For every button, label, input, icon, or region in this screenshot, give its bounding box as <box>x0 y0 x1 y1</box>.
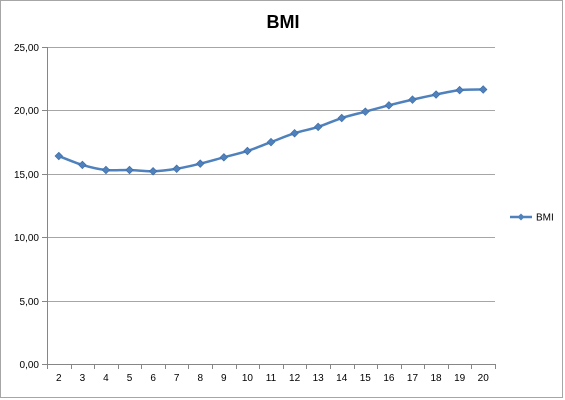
y-tick-label: 15,00 <box>14 170 39 181</box>
x-tick-label: 12 <box>289 373 301 384</box>
x-tick-label: 20 <box>478 373 490 384</box>
data-point-marker <box>148 167 158 176</box>
x-tick-label: 16 <box>383 373 395 384</box>
y-tick-label: 25,00 <box>14 43 39 54</box>
x-tick-label: 4 <box>103 373 109 384</box>
data-point-marker <box>243 146 252 156</box>
legend: BMI <box>510 213 554 224</box>
x-tick-label: 19 <box>454 373 466 384</box>
series-line-bmi <box>58 88 484 173</box>
data-point-marker <box>101 165 111 175</box>
data-point-marker <box>384 101 394 110</box>
data-point-marker <box>290 128 299 138</box>
x-tick-label: 2 <box>56 373 62 384</box>
data-point-marker <box>196 159 205 168</box>
x-tick-label: 5 <box>127 373 133 384</box>
data-point-marker <box>172 164 181 173</box>
x-tick-label: 6 <box>150 373 156 384</box>
data-point-marker <box>125 165 134 175</box>
data-point-marker <box>337 113 346 123</box>
x-tick-label: 7 <box>174 373 180 384</box>
x-tick-label: 8 <box>197 373 203 384</box>
x-tick-label: 11 <box>266 373 277 384</box>
data-point-marker <box>431 90 441 99</box>
data-point-marker <box>78 160 87 170</box>
legend-marker-swatch <box>517 213 525 221</box>
plot-area: 0,00 5,00 10,00 15,00 20,00 25,00 2 3 4 5 6 7 8 9 10 11… <box>14 43 496 384</box>
y-tick-label: 5,00 <box>20 297 40 308</box>
x-tick-label: 17 <box>407 373 419 384</box>
y-tick-label: 10,00 <box>14 233 39 244</box>
x-tick-label: 9 <box>221 373 227 384</box>
x-tick-label: 10 <box>242 373 254 384</box>
y-tick-label: 20,00 <box>14 106 39 117</box>
x-tick-label: 15 <box>360 373 372 384</box>
data-point-marker <box>455 85 464 95</box>
data-point-marker <box>313 122 323 132</box>
x-tick-label: 3 <box>80 373 86 384</box>
data-point-marker <box>408 95 417 104</box>
data-point-marker <box>54 151 64 161</box>
legend-label: BMI <box>536 213 554 224</box>
data-point-marker <box>478 85 488 94</box>
y-tick-label: 0,00 <box>20 360 40 371</box>
data-point-marker <box>266 137 276 147</box>
x-tick-label: 13 <box>313 373 325 384</box>
data-point-marker <box>361 107 370 116</box>
data-point-marker <box>219 153 229 162</box>
x-tick-label: 18 <box>430 373 442 384</box>
chart-title: BMI <box>267 12 300 32</box>
x-tick-label: 14 <box>336 373 348 384</box>
